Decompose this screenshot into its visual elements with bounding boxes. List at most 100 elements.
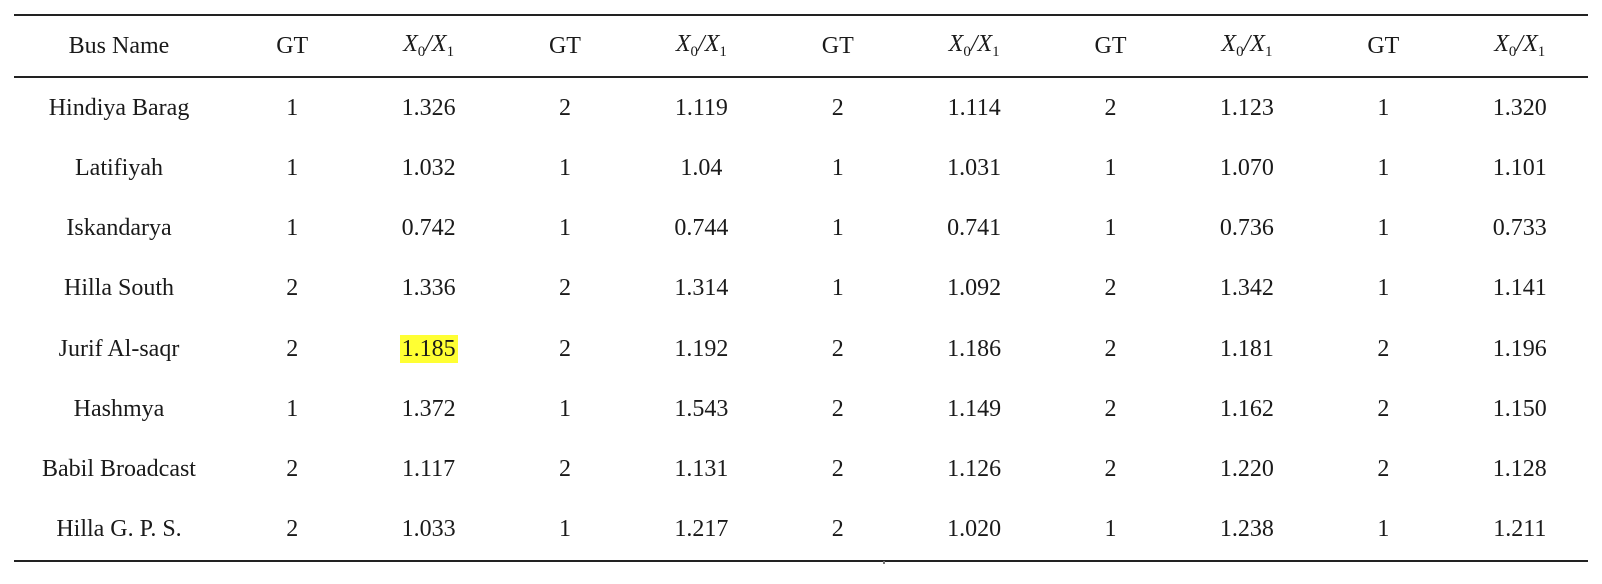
header-gt: GT <box>276 32 309 59</box>
table-body: Hindiya Barag 1 1.326 2 1.119 2 1.114 2 1.123 1 1.… <box>14 77 1588 561</box>
ratio-subscript: 1 <box>446 44 455 60</box>
header-row: Bus Name GT X0/X1 GT X0/X1 GT X0/X1 GT X0/X1 GT X… <box>14 15 1588 77</box>
ratio-cell: 1.217 <box>674 516 729 543</box>
ratio-symbol: X <box>1250 31 1265 57</box>
gt-cell: 2 <box>558 94 571 121</box>
ratio-label: X0/X1 <box>948 31 1000 60</box>
ratio-cell: 0.741 <box>947 215 1002 242</box>
ratio-cell: 1.220 <box>1219 456 1274 483</box>
gt-cell: 1 <box>1377 154 1390 181</box>
gt-cell: 1 <box>558 395 571 422</box>
gt-cell: 1 <box>831 154 844 181</box>
data-table-container: Bus Name GT X0/X1 GT X0/X1 GT X0/X1 GT X0/X1 GT X… <box>14 14 1588 562</box>
ratio-cell: 1.326 <box>401 94 456 121</box>
ratio-symbol: X <box>977 31 993 57</box>
ratio-cell: 1.372 <box>401 395 456 422</box>
table-row: Babil Broadcast 2 1.117 2 1.131 2 1.126 2 1.220 2… <box>14 440 1588 500</box>
ratio-cell: 1.04 <box>680 154 723 181</box>
table-row: Iskandarya 1 0.742 1 0.744 1 0.741 1 0.736 1 0.733 <box>14 199 1588 259</box>
ratio-subscript: 0 <box>1236 44 1244 60</box>
ratio-cell: 1.141 <box>1492 275 1547 302</box>
bus-name-cell: Latifiyah <box>75 154 163 181</box>
table-row: Jurif Al-saqr 2 1.185 2 1.192 2 1.186 2 1.181 2 1.… <box>14 319 1588 379</box>
gt-cell: 2 <box>1104 395 1117 422</box>
ratio-cell: 1.131 <box>674 456 729 483</box>
ratio-label: X0/X1 <box>403 31 455 60</box>
gt-cell: 1 <box>286 154 299 181</box>
table-row: Hashmya 1 1.372 1 1.543 2 1.149 2 1.162 2 1.150 <box>14 379 1588 439</box>
header-bus-name: Bus Name <box>68 32 170 59</box>
ratio-cell: 0.744 <box>674 215 729 242</box>
gt-cell: 1 <box>286 94 299 121</box>
gt-cell: 2 <box>558 456 571 483</box>
gt-cell: 2 <box>1377 335 1390 362</box>
page-tick-mark <box>883 561 885 564</box>
ratio-cell: 1.186 <box>947 335 1002 362</box>
gt-cell: 1 <box>1377 516 1390 543</box>
ratio-cell: 1.031 <box>947 154 1002 181</box>
header-gt: GT <box>1367 32 1400 59</box>
header-x0-x1-ratio: X0/X1 <box>1452 15 1588 77</box>
gt-cell: 2 <box>1104 335 1117 362</box>
table-row: Hilla South 2 1.336 2 1.314 1 1.092 2 1.342 1 1.14… <box>14 259 1588 319</box>
ratio-subscript: 0 <box>690 44 699 60</box>
gt-cell: 2 <box>831 395 844 422</box>
ratio-cell: 1.162 <box>1219 395 1274 422</box>
ratio-cell: 1.238 <box>1219 516 1274 543</box>
gt-cell: 2 <box>1377 456 1390 483</box>
gt-cell: 1 <box>1104 154 1117 181</box>
table-row: Hilla G. P. S. 2 1.033 1 1.217 2 1.020 1 1.238 1 1… <box>14 500 1588 561</box>
ratio-cell: 0.733 <box>1492 215 1547 242</box>
gt-cell: 1 <box>1377 275 1390 302</box>
gt-cell: 1 <box>558 215 571 242</box>
gt-cell: 2 <box>1104 94 1117 121</box>
ratio-cell: 1.196 <box>1492 335 1547 362</box>
ratio-cell: 1.342 <box>1219 275 1274 302</box>
ratio-cell: 1.181 <box>1219 335 1274 362</box>
ratio-symbol: / <box>425 31 432 57</box>
highlighted-value: 1.185 <box>399 334 458 363</box>
gt-cell: 2 <box>558 335 571 362</box>
ratio-symbol: X <box>1523 31 1538 57</box>
ratio-label: X0/X1 <box>675 31 727 60</box>
ratio-cell: 1.128 <box>1492 456 1547 483</box>
ratio-symbol: / <box>698 31 705 57</box>
gt-cell: 1 <box>831 215 844 242</box>
header-x0-x1-ratio: X0/X1 <box>1179 15 1315 77</box>
ratio-cell: 1.123 <box>1219 94 1274 121</box>
ratio-cell: 0.736 <box>1219 215 1274 242</box>
gt-cell: 2 <box>1104 456 1117 483</box>
gt-cell: 1 <box>286 395 299 422</box>
ratio-cell: 1.092 <box>947 275 1002 302</box>
ratio-cell: 1.114 <box>947 94 1001 121</box>
header-x0-x1-ratio: X0/X1 <box>633 15 769 77</box>
ratio-symbol: X <box>1494 31 1509 57</box>
ratio-subscript: 1 <box>992 44 1000 60</box>
gt-cell: 2 <box>1377 395 1390 422</box>
gt-cell: 1 <box>1377 94 1390 121</box>
ratio-subscript: 1 <box>1264 44 1273 60</box>
ratio-cell: 1.314 <box>674 275 729 302</box>
gt-cell: 1 <box>1104 215 1117 242</box>
gt-cell: 2 <box>558 275 571 302</box>
ratio-cell: 1.033 <box>401 516 456 543</box>
gt-cell: 2 <box>286 456 299 483</box>
gt-cell: 1 <box>286 215 299 242</box>
gt-cell: 2 <box>831 94 844 121</box>
ratio-subscript: 0 <box>1508 44 1517 60</box>
bus-name-cell: Iskandarya <box>66 215 172 242</box>
header-x0-x1-ratio: X0/X1 <box>906 15 1042 77</box>
ratio-subscript: 1 <box>719 44 727 60</box>
ratio-cell: 1.149 <box>947 395 1002 422</box>
ratio-label: X0/X1 <box>1494 31 1545 60</box>
ratio-cell: 1.101 <box>1492 154 1547 181</box>
gt-cell: 2 <box>286 335 299 362</box>
ratio-cell: 1.119 <box>674 94 728 121</box>
bus-name-cell: Hilla South <box>63 275 174 302</box>
ratio-cell: 1.192 <box>674 335 729 362</box>
gt-cell: 2 <box>831 335 844 362</box>
gt-cell: 1 <box>831 275 844 302</box>
ratio-symbol: X <box>675 31 691 57</box>
ratio-symbol: X <box>948 31 964 57</box>
ratio-symbol: X <box>704 31 720 57</box>
